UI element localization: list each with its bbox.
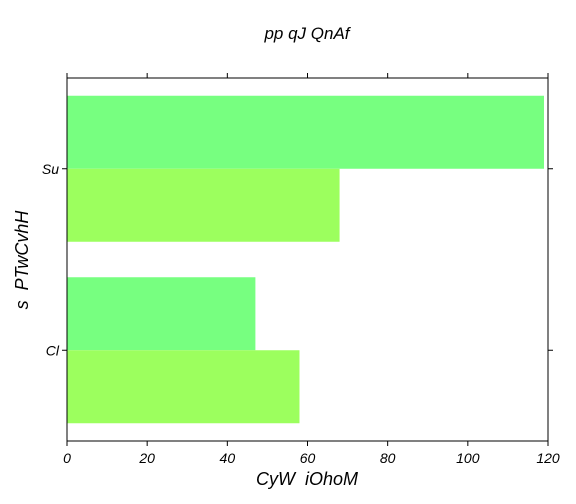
y-tick-label: Cl (46, 342, 60, 358)
x-tick-label: 40 (220, 450, 236, 466)
x-tick-label: 60 (300, 450, 316, 466)
chart-title: pp qJ QnAf (263, 24, 351, 43)
x-tick-label: 0 (63, 450, 71, 466)
bar-su-series-1 (67, 95, 544, 169)
bars-group (67, 95, 544, 424)
x-axis-label: CyW iOhoM (256, 469, 358, 489)
bar-cl-series-1 (67, 277, 256, 351)
y-axis-label: s PTwCvhH (12, 210, 32, 310)
y-tick-label: Su (42, 161, 59, 177)
x-tick-label: 100 (456, 450, 480, 466)
bar-su-series-2 (67, 168, 340, 242)
y-axis-ticks: Cl Su (42, 161, 553, 358)
x-tick-label: 120 (536, 450, 560, 466)
x-tick-label: 20 (138, 450, 155, 466)
bar-cl-series-2 (67, 350, 300, 424)
x-tick-label: 80 (380, 450, 396, 466)
x-axis-ticks: 0 20 40 60 80 100 120 (63, 73, 560, 466)
